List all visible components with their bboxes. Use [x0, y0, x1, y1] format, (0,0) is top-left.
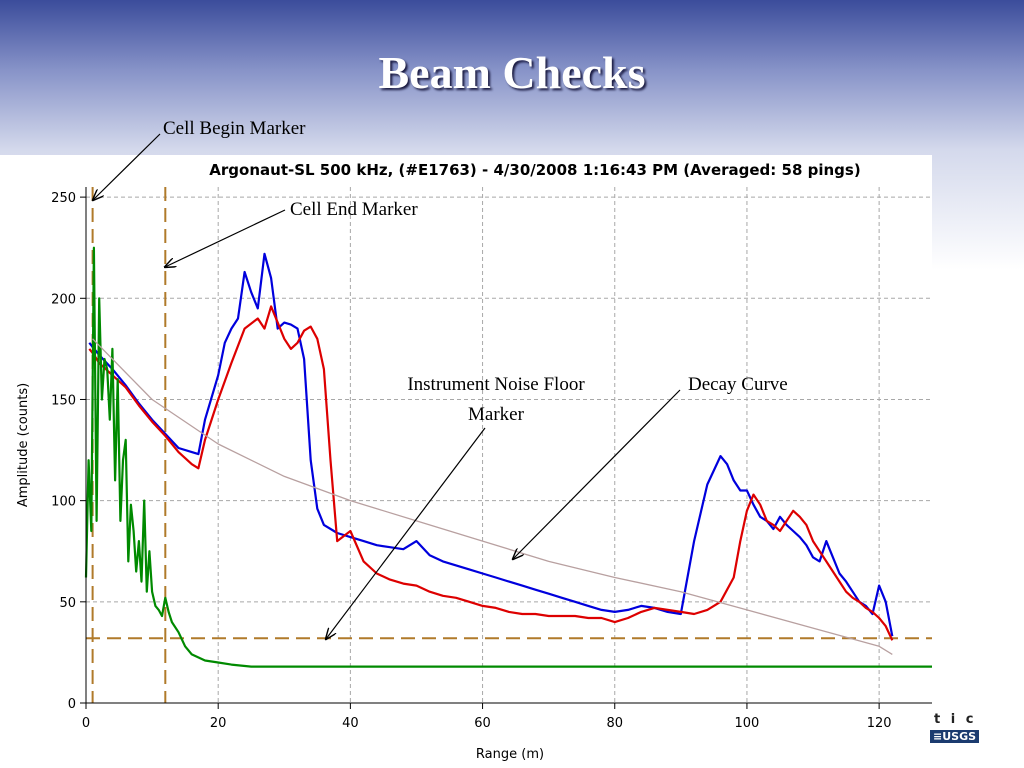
cell-begin-label: Cell Begin Marker: [163, 118, 306, 139]
slide-title: Beam Checks: [378, 47, 646, 98]
y-tick-label: 100: [51, 495, 76, 510]
x-axis-label: Range (m): [476, 747, 544, 762]
cell-end-arrow: [165, 209, 286, 267]
beam-red-series: [88, 305, 894, 641]
y-tick-label: 50: [59, 596, 76, 611]
usgs-wordmark: ≡USGS: [930, 730, 980, 743]
cell-end-label: Cell End Marker: [290, 199, 418, 220]
noise-floor-label-line1: Instrument Noise Floor: [407, 374, 585, 395]
x-tick-label: 100: [735, 716, 760, 731]
beam-check-chart: Argonaut-SL 500 kHz, (#E1763) - 4/30/200…: [16, 161, 932, 762]
x-tick-label: 40: [342, 716, 359, 731]
noise-floor-label-line2: Marker: [468, 404, 525, 425]
plot-panel: Argonaut-SL 500 kHz, (#E1763) - 4/30/200…: [0, 155, 932, 768]
x-tick-label: 120: [867, 716, 892, 731]
axis-layer: 0 20 40 60 80 100 120 0 50 100 150 200 250: [51, 187, 932, 731]
chart-title: Argonaut-SL 500 kHz, (#E1763) - 4/30/200…: [209, 161, 860, 179]
x-tick-label: 0: [82, 716, 90, 731]
grid-layer: [86, 187, 932, 703]
y-tick-label: 250: [51, 191, 76, 206]
decay-curve-label: Decay Curve: [688, 374, 788, 395]
decay-curve-arrow: [513, 389, 681, 559]
x-tick-label: 80: [606, 716, 623, 731]
y-tick-label: 0: [68, 697, 76, 712]
y-tick-label: 200: [51, 292, 76, 307]
y-axis-label: Amplitude (counts): [16, 383, 31, 507]
noise-floor-arrow: [326, 427, 486, 639]
x-tick-label: 20: [210, 716, 227, 731]
x-tick-label: 60: [474, 716, 491, 731]
beam-green-series: [84, 246, 932, 668]
cell-begin-arrow: [93, 133, 161, 200]
y-tick-label: 150: [51, 393, 76, 408]
beam-blue-series: [88, 252, 894, 637]
usgs-logo: t i c s ≡USGS: [928, 712, 984, 748]
